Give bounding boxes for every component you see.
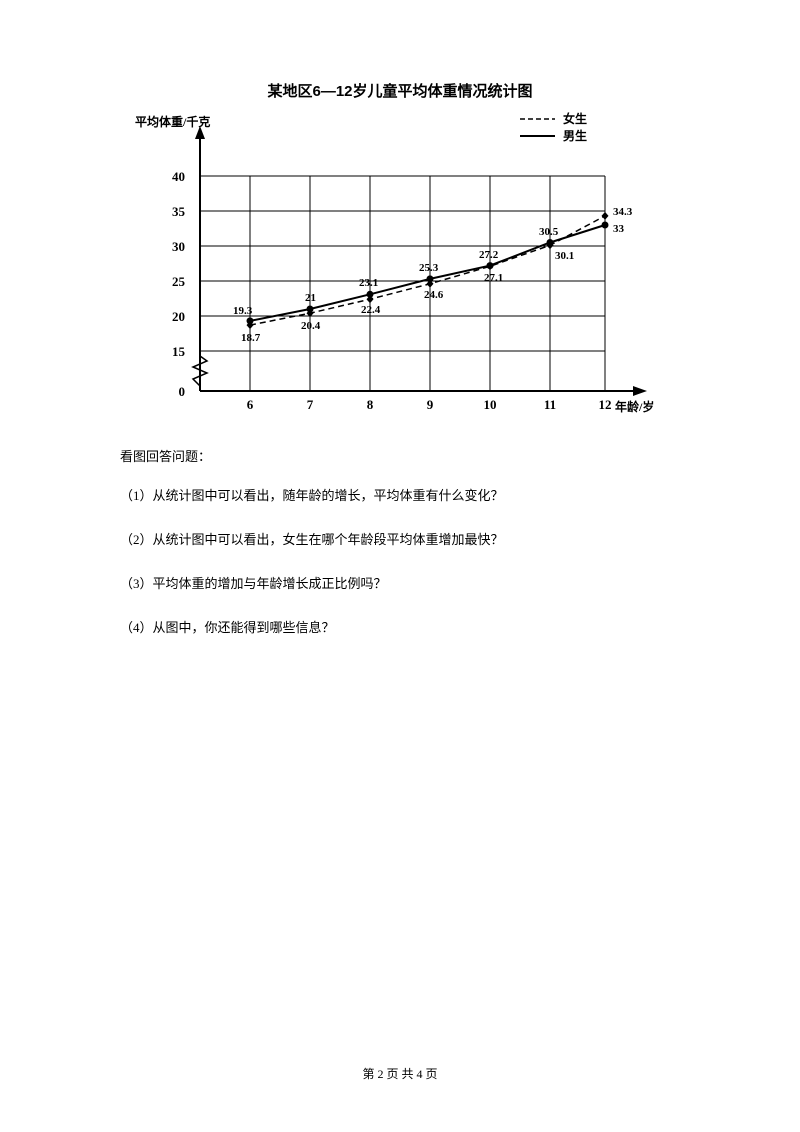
svg-text:19.3: 19.3 xyxy=(233,305,253,317)
x-axis-label: 年龄/岁 xyxy=(615,399,654,414)
question-2: （2）从统计图中可以看出，女生在哪个年龄段平均体重增加最快？ xyxy=(120,529,690,548)
svg-text:21: 21 xyxy=(305,292,316,304)
svg-text:30.5: 30.5 xyxy=(539,226,559,238)
svg-text:27.2: 27.2 xyxy=(479,249,499,261)
svg-text:0: 0 xyxy=(179,384,186,399)
question-4: （4）从图中，你还能得到哪些信息？ xyxy=(120,617,690,636)
svg-text:22.4: 22.4 xyxy=(361,304,381,316)
svg-text:18.7: 18.7 xyxy=(241,332,261,344)
y-axis-label: 平均体重/千克 xyxy=(135,114,210,129)
question-3: （3）平均体重的增加与年龄增长成正比例吗？ xyxy=(120,573,690,592)
svg-text:男生: 男生 xyxy=(563,128,587,143)
svg-text:8: 8 xyxy=(367,397,374,412)
x-axis-arrow xyxy=(633,386,647,396)
svg-text:20: 20 xyxy=(172,309,185,324)
svg-text:15: 15 xyxy=(172,344,186,359)
svg-text:25.3: 25.3 xyxy=(419,262,439,274)
svg-text:10: 10 xyxy=(484,397,497,412)
line-chart: 平均体重/千克 年龄/岁 女生 男生 xyxy=(135,111,665,421)
svg-text:33: 33 xyxy=(613,223,625,235)
svg-text:30: 30 xyxy=(172,239,185,254)
question-prompt: 看图回答问题： xyxy=(120,446,690,465)
svg-text:9: 9 xyxy=(427,397,434,412)
question-section: 看图回答问题： （1）从统计图中可以看出，随年龄的增长，平均体重有什么变化？ （… xyxy=(110,446,690,636)
page-footer: 第 2 页 共 4 页 xyxy=(0,1065,800,1082)
svg-text:25: 25 xyxy=(172,274,186,289)
svg-text:23.1: 23.1 xyxy=(359,277,378,289)
svg-text:30.1: 30.1 xyxy=(555,250,574,262)
svg-text:女生: 女生 xyxy=(563,111,587,126)
svg-text:34.3: 34.3 xyxy=(613,206,633,218)
chart-title: 某地区6—12岁儿童平均体重情况统计图 xyxy=(135,80,665,101)
legend: 女生 男生 xyxy=(520,111,587,143)
svg-text:12: 12 xyxy=(599,397,612,412)
svg-text:20.4: 20.4 xyxy=(301,320,321,332)
question-1: （1）从统计图中可以看出，随年龄的增长，平均体重有什么变化？ xyxy=(120,485,690,504)
svg-text:27.1: 27.1 xyxy=(484,272,503,284)
chart-container: 某地区6—12岁儿童平均体重情况统计图 平均体重/千克 年龄/岁 女生 男生 xyxy=(135,80,665,421)
svg-text:35: 35 xyxy=(172,204,186,219)
svg-text:24.6: 24.6 xyxy=(424,289,444,301)
svg-text:11: 11 xyxy=(544,397,556,412)
svg-text:40: 40 xyxy=(172,169,185,184)
svg-text:7: 7 xyxy=(307,397,314,412)
svg-text:6: 6 xyxy=(247,397,254,412)
